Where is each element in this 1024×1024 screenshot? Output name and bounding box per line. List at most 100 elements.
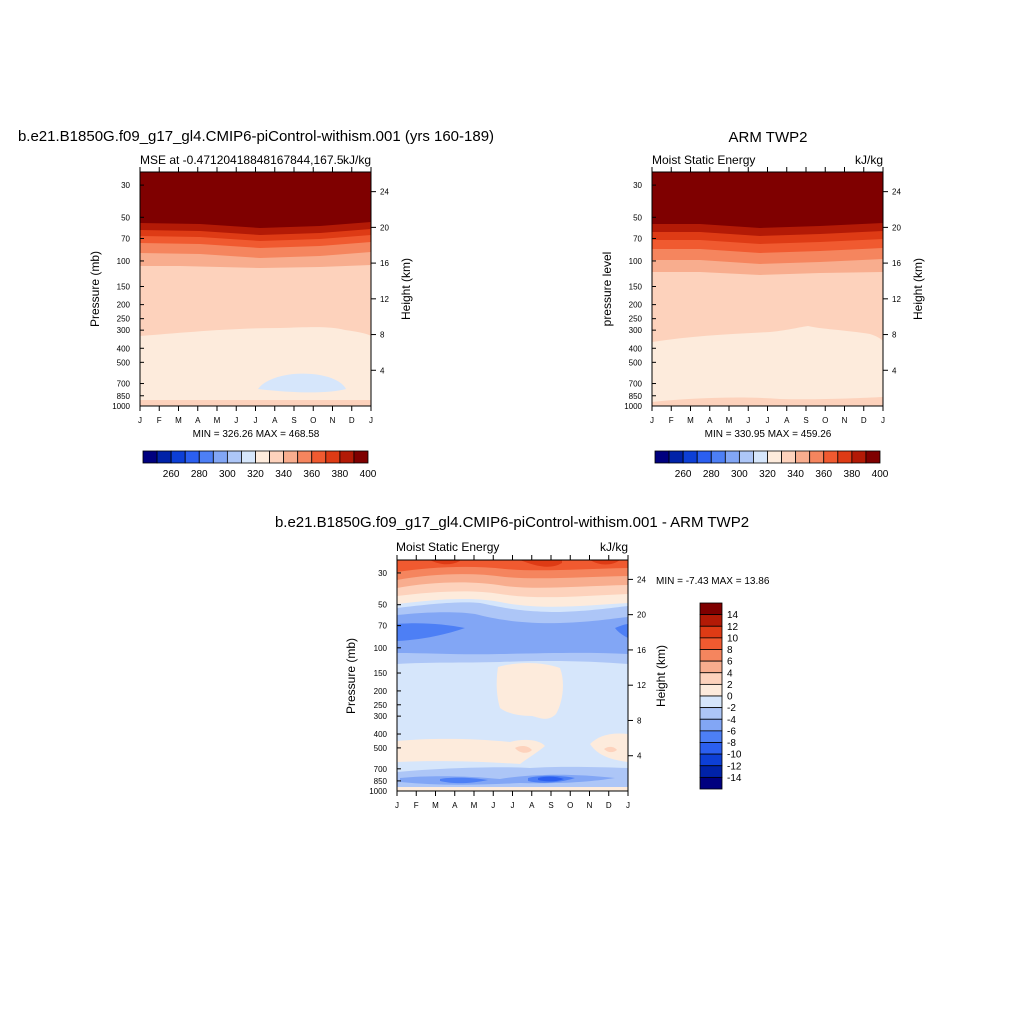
colorbar-label: -4 [727, 715, 736, 726]
y-right-tick-label: 8 [380, 331, 385, 340]
colorbar-swatch [724, 450, 740, 464]
x-tick-label: M [471, 801, 478, 810]
y-tick-label: 70 [378, 622, 387, 631]
x-tick-label: D [349, 416, 355, 425]
colorbar-swatch [696, 450, 712, 464]
colorbar-swatch [269, 450, 285, 464]
colorbar-label: 14 [727, 610, 739, 621]
contour-band-surface [397, 787, 628, 791]
colorbar-label: -12 [727, 761, 742, 772]
colorbar-swatch [823, 450, 839, 464]
y-tick-label: 30 [378, 569, 387, 578]
y-tick-label: 700 [374, 765, 388, 774]
x-tick-label: J [650, 416, 654, 425]
colorbar-label: 260 [675, 469, 692, 480]
colorbar-swatch [699, 730, 723, 743]
contour-band-10-12 [430, 560, 620, 567]
x-tick-label: A [784, 416, 790, 425]
colorbar: 260 280 300 320 340 360 380 400 [142, 450, 377, 480]
colorbar-swatch [311, 450, 327, 464]
colorbar-swatch [851, 450, 867, 464]
units-label: kJ/kg [855, 153, 883, 167]
y-axis-right-label: Height (km) [911, 258, 925, 320]
model-mse-panel: b.e21.B1850G.f09_g17_gl4.CMIP6-piControl… [18, 128, 494, 480]
y-tick-label: 70 [121, 234, 130, 243]
x-tick-label: S [291, 416, 296, 425]
y-tick-label: 100 [374, 644, 388, 653]
x-tick-label: D [861, 416, 867, 425]
panel-title: ARM TWP2 [729, 129, 808, 146]
x-tick-label: J [395, 801, 399, 810]
colorbar-swatch [699, 660, 723, 674]
contour-band-minus10-minus8 [538, 776, 564, 782]
colorbar-swatch [255, 450, 270, 464]
colorbar-swatch [699, 695, 723, 709]
colorbar-swatch [699, 707, 723, 720]
x-tick-label: A [272, 416, 278, 425]
colorbar-label: 320 [759, 469, 776, 480]
y-tick-label: 300 [374, 712, 388, 721]
colorbar-label: 400 [872, 469, 889, 480]
y-tick-label: 250 [374, 701, 388, 710]
y-tick-label: 850 [374, 777, 388, 786]
difference-panel: b.e21.B1850G.f09_g17_gl4.CMIP6-piControl… [275, 514, 770, 810]
colorbar-swatch [781, 450, 797, 464]
y-tick-label: 150 [374, 669, 388, 678]
y-axis-label: pressure level [600, 252, 614, 327]
colorbar-swatch [668, 450, 684, 464]
colorbar-swatch [699, 649, 723, 662]
colorbar-swatch [767, 450, 782, 464]
colorbar-swatch [198, 450, 214, 464]
y-right-tick-label: 12 [637, 681, 646, 690]
x-tick-label: J [881, 416, 885, 425]
x-tick-label: M [687, 416, 694, 425]
x-tick-label: A [452, 801, 458, 810]
colorbar-swatch [699, 637, 723, 650]
x-tick-label: M [214, 416, 221, 425]
x-tick-label: F [157, 416, 162, 425]
y-right-tick-label: 4 [637, 752, 642, 761]
y-right-tick-label: 12 [380, 295, 389, 304]
y-tick-label: 30 [121, 181, 130, 190]
x-tick-label: F [669, 416, 674, 425]
y-axis-right-label: Height (km) [654, 645, 668, 707]
contour-band-surface [652, 397, 883, 406]
y-tick-label: 700 [629, 380, 643, 389]
panel-title: b.e21.B1850G.f09_g17_gl4.CMIP6-piControl… [275, 514, 749, 531]
colorbar-swatch [710, 450, 726, 464]
y-tick-label: 200 [117, 301, 131, 310]
colorbar-label: 4 [727, 668, 733, 679]
x-tick-label: J [491, 801, 495, 810]
x-tick-label: D [606, 801, 612, 810]
colorbar-swatch [699, 742, 723, 755]
colorbar-swatch [142, 450, 158, 464]
y-right-tick-label: 8 [892, 331, 897, 340]
units-label: kJ/kg [600, 540, 628, 554]
units-label: kJ/kg [343, 153, 371, 167]
x-tick-label: F [414, 801, 419, 810]
y-tick-label: 700 [117, 380, 131, 389]
x-tick-label: J [234, 416, 238, 425]
contour-band-320-330 [258, 373, 346, 393]
x-tick-label: M [432, 801, 439, 810]
min-max-stats: MIN = -7.43 MAX = 13.86 [656, 576, 770, 587]
colorbar-label: 340 [275, 469, 292, 480]
y-tick-label: 250 [629, 315, 643, 324]
colorbar-label: 280 [703, 469, 720, 480]
panel-title: b.e21.B1850G.f09_g17_gl4.CMIP6-piControl… [18, 128, 494, 145]
colorbar-swatch [156, 450, 172, 464]
x-tick-label: N [587, 801, 593, 810]
colorbar-swatch [325, 450, 341, 464]
y-tick-label: 150 [629, 282, 643, 291]
colorbar-label: 6 [727, 657, 733, 668]
colorbar-label: -8 [727, 738, 736, 749]
contour-band-above-400 [140, 172, 371, 228]
y-tick-label: 1000 [624, 402, 642, 411]
colorbar-label: 0 [727, 692, 733, 703]
colorbar-swatch [809, 450, 825, 464]
colorbar-label: 2 [727, 680, 733, 691]
colorbar-label: 360 [815, 469, 832, 480]
x-tick-label: J [626, 801, 630, 810]
y-right-tick-label: 16 [892, 259, 901, 268]
